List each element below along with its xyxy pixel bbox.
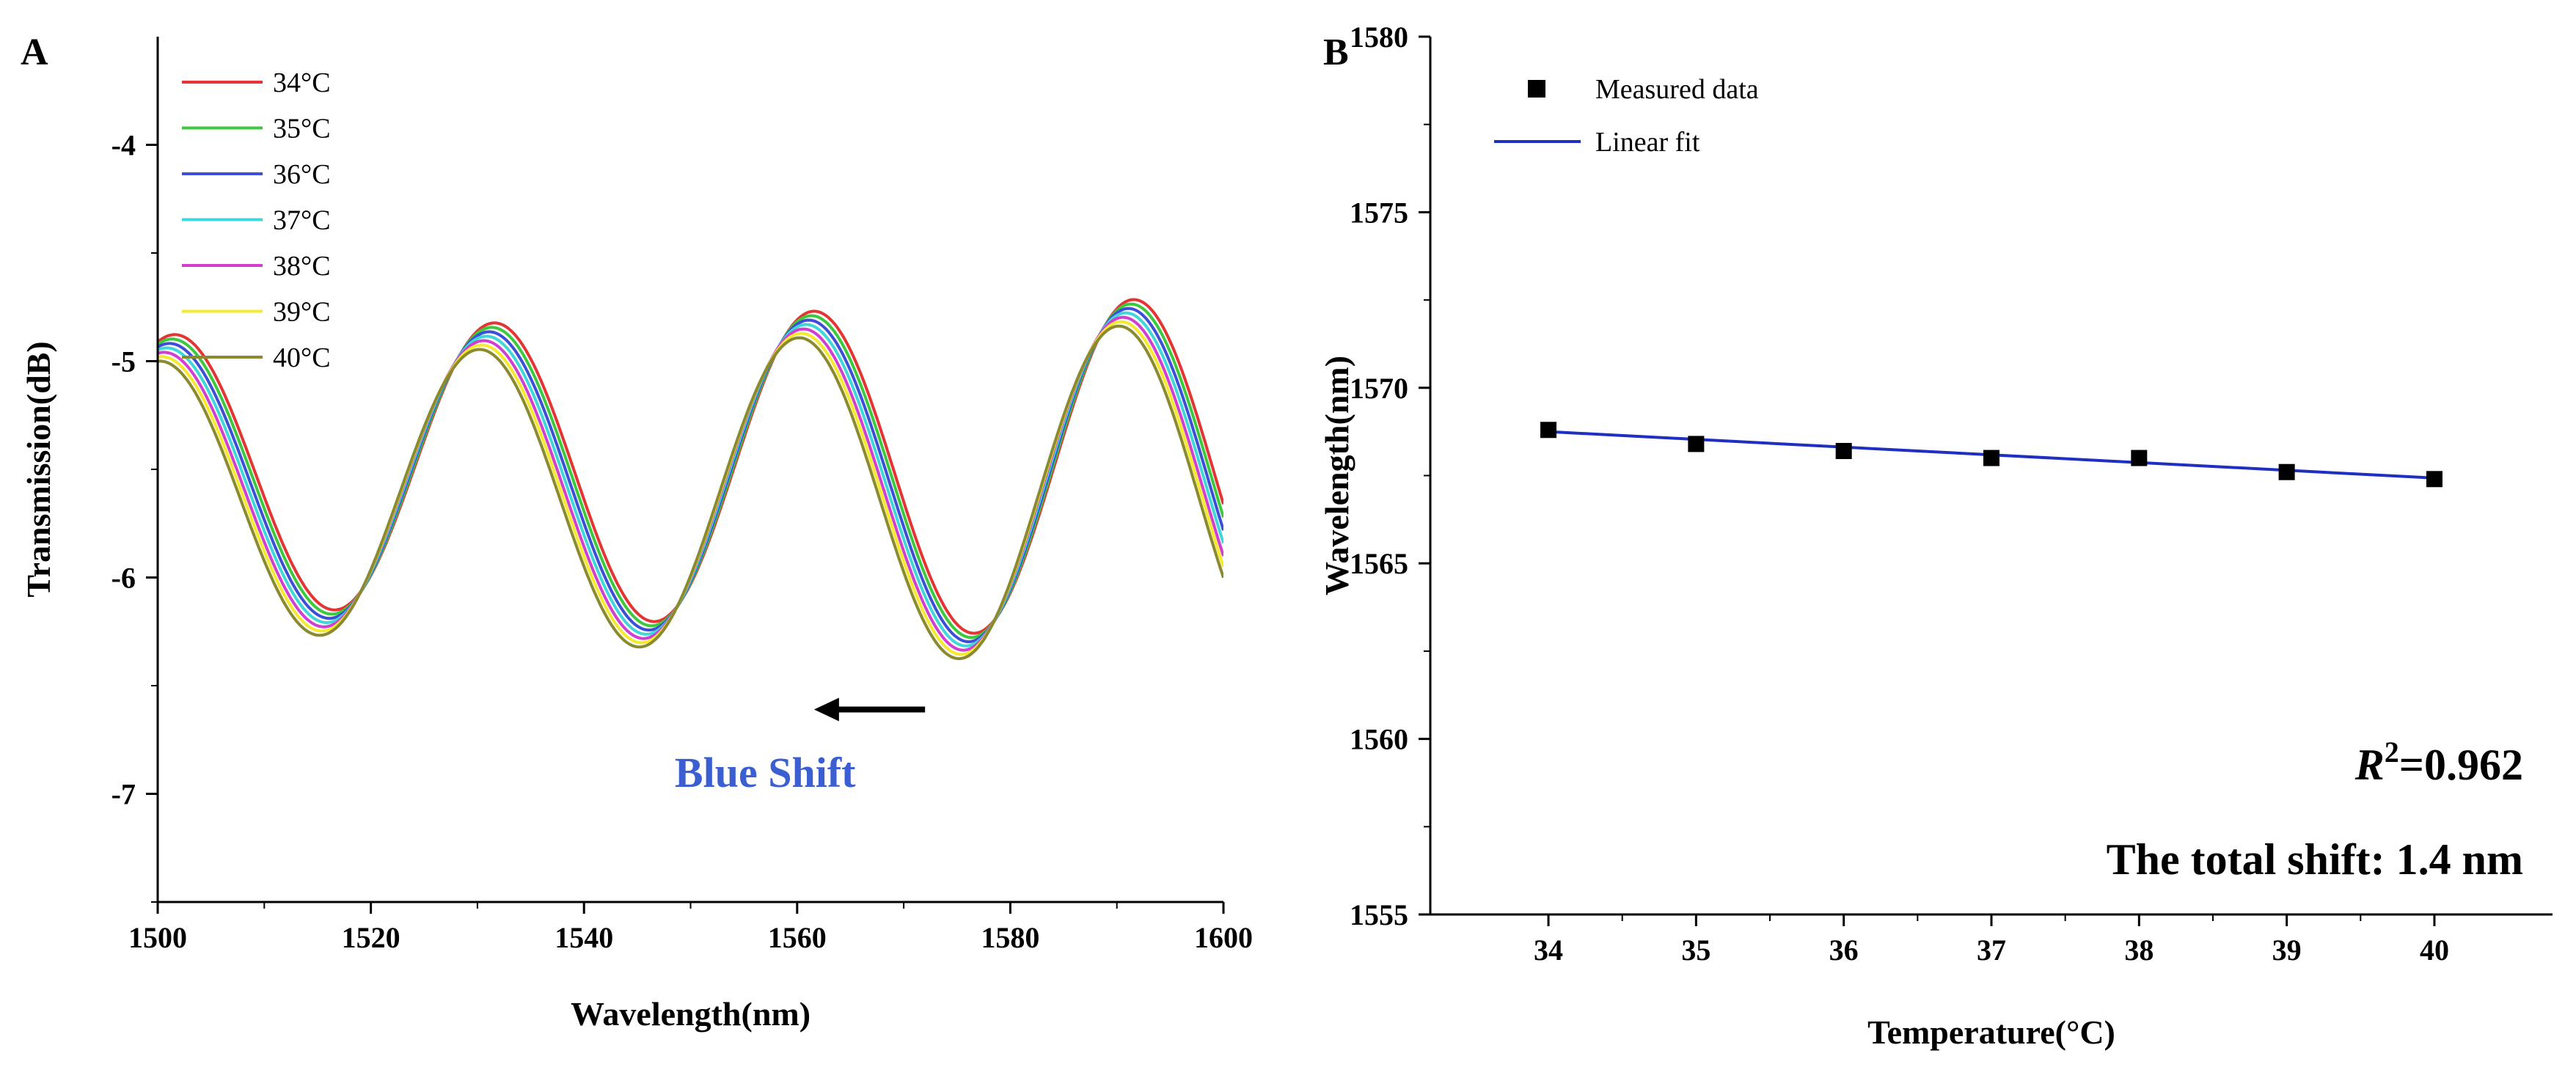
r-squared-value: =0.962 [2399, 741, 2523, 789]
data-point-36 [1835, 442, 1852, 459]
data-point-38 [2131, 450, 2148, 466]
r-squared-symbol: R [2354, 741, 2385, 789]
data-point-39 [2278, 463, 2295, 480]
y-tick-label-1575: 1575 [1350, 196, 1408, 229]
blue-shift-label: Blue Shift [675, 749, 856, 796]
data-point-40 [2426, 471, 2443, 488]
r-squared-superscript: 2 [2385, 736, 2399, 769]
legend-label-34°C: 34°C [273, 67, 331, 98]
panel-b: B 34 35 36 37 38 39 40 1555 1560 1565 1570 1575 1580… [1318, 21, 2553, 1051]
legend-label-35°C: 35°C [273, 114, 331, 144]
x-tick-label-1500: 1500 [128, 921, 187, 954]
y-tick-label--6: -6 [111, 562, 136, 595]
x-tick-label-39: 39 [2272, 934, 2302, 967]
x-tick-label-40: 40 [2420, 934, 2449, 967]
panel-a-label: A [21, 32, 48, 73]
panel-a-annotation: Blue Shift [675, 697, 926, 796]
legend-label-linear-fit: Linear fit [1595, 127, 1700, 158]
legend-label-39°C: 39°C [273, 297, 331, 328]
legend-label-40°C: 40°C [273, 342, 331, 373]
y-tick-label-1580: 1580 [1350, 21, 1408, 54]
x-tick-label-1600: 1600 [1194, 921, 1253, 954]
panel-b-annotation: R2=0.962 The total shift: 1.4 nm [2107, 736, 2523, 884]
panel-a-x-axis-title: Wavelength(nm) [571, 995, 811, 1033]
x-tick-label-38: 38 [2124, 934, 2154, 967]
total-shift-annotation: The total shift: 1.4 nm [2107, 835, 2523, 884]
y-tick-label--4: -4 [111, 129, 136, 162]
legend-label-37°C: 37°C [273, 205, 331, 236]
y-tick-label-1555: 1555 [1350, 898, 1408, 931]
panel-a-axes: 1500 1520 1540 1560 1580 1600 -7 -6 -5 -4 [111, 37, 1253, 954]
x-tick-label-35: 35 [1681, 934, 1710, 967]
panel-b-axes: 34 35 36 37 38 39 40 1555 1560 1565 1570 1575 1580 [1350, 21, 2553, 967]
data-point-34 [1540, 422, 1557, 439]
panel-a-y-axis-title: Transmission(dB) [20, 341, 57, 597]
legend-label-36°C: 36°C [273, 159, 331, 190]
x-tick-label-36: 36 [1829, 934, 1859, 967]
panel-b-points [1540, 422, 2443, 488]
panel-b-label: B [1323, 32, 1349, 73]
x-tick-label-1580: 1580 [981, 921, 1039, 954]
data-point-37 [1983, 450, 1999, 466]
panel-a: A 1500 1520 1540 1560 1580 1600-7-6-5-4 34°C3… [20, 32, 1253, 1033]
data-point-35 [1688, 436, 1705, 452]
panel-a-curves [158, 298, 1223, 661]
x-tick-label-34: 34 [1534, 934, 1563, 967]
legend-label-38°C: 38°C [273, 251, 331, 282]
r-squared-annotation: R2=0.962 [2354, 736, 2523, 789]
panel-b-legend: Measured data Linear fit [1494, 74, 1759, 158]
y-tick-label-1570: 1570 [1350, 372, 1408, 405]
panel-b-x-axis-title: Temperature(°C) [1867, 1013, 2115, 1051]
y-tick-label-1565: 1565 [1350, 547, 1408, 580]
blue-shift-arrow-head [813, 697, 839, 722]
panel-b-y-axis-title: Wavelength(nm) [1318, 356, 1355, 595]
x-tick-label-1540: 1540 [555, 921, 613, 954]
x-tick-label-1520: 1520 [342, 921, 400, 954]
legend-marker-measured [1528, 80, 1545, 98]
legend-label-measured: Measured data [1595, 74, 1759, 105]
y-tick-label-1560: 1560 [1350, 723, 1408, 756]
panel-a-legend: 34°C 35°C 36°C 37°C 38°C 39°C 40°C [182, 67, 331, 373]
x-tick-label-1560: 1560 [768, 921, 827, 954]
series-line-40°C [158, 324, 1223, 661]
y-tick-label--5: -5 [111, 345, 136, 378]
x-tick-label-37: 37 [1977, 934, 2006, 967]
y-tick-label--7: -7 [111, 778, 136, 811]
